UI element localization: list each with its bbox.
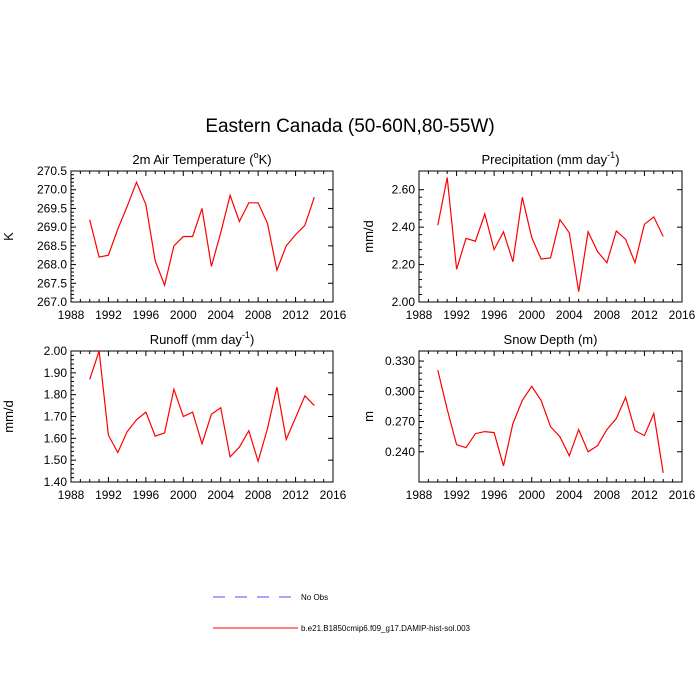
y-tick-label: 269.0 (37, 220, 67, 234)
x-tick-label: 2016 (669, 308, 696, 322)
y-tick-label: 2.40 (392, 220, 416, 234)
y-tick-label: 270.0 (37, 183, 67, 197)
x-tick-label: 1992 (95, 488, 122, 502)
panel-title: 2m Air Temperature (oK) (132, 150, 271, 167)
y-tick-label: 1.60 (44, 431, 68, 445)
x-tick-label: 2016 (320, 308, 347, 322)
y-tick-label: 269.5 (37, 201, 67, 215)
y-axis-label: mm/d (361, 220, 376, 253)
x-tick-label: 1996 (481, 308, 508, 322)
x-tick-label: 2004 (207, 308, 234, 322)
series-line (437, 369, 664, 473)
y-tick-label: 267.0 (37, 295, 67, 309)
x-tick-label: 2012 (631, 488, 658, 502)
y-axis-label: K (1, 232, 16, 241)
legend-label-no-obs: No Obs (301, 593, 328, 602)
x-tick-label: 2016 (669, 488, 696, 502)
y-tick-label: 2.00 (392, 295, 416, 309)
x-tick-label: 1988 (406, 308, 433, 322)
y-tick-label: 2.00 (44, 344, 68, 358)
y-tick-label: 1.40 (44, 475, 68, 489)
y-tick-label: 268.0 (37, 258, 67, 272)
legend: No Obs b.e21.B1850cmip6.f09_g17.DAMIP-his… (213, 593, 471, 633)
x-tick-label: 1996 (133, 308, 160, 322)
x-tick-label: 1996 (481, 488, 508, 502)
series-line (437, 177, 664, 292)
y-tick-label: 0.270 (385, 415, 415, 429)
x-tick-label: 2016 (320, 488, 347, 502)
x-tick-label: 1992 (443, 488, 470, 502)
chart-panel-4: Snow Depth (m) 1988 1992 1996 2000 2004 2008 20… (361, 332, 696, 502)
x-tick-label: 2008 (245, 308, 272, 322)
x-tick-label: 2004 (556, 488, 583, 502)
x-tick-label: 1992 (443, 308, 470, 322)
legend-label-model: b.e21.B1850cmip6.f09_g17.DAMIP-hist-sol.… (301, 624, 471, 633)
y-tick-label: 0.300 (385, 384, 415, 398)
plot-frame (418, 170, 683, 303)
x-tick-label: 2012 (282, 308, 309, 322)
x-tick-label: 1988 (58, 488, 85, 502)
x-tick-label: 2008 (594, 488, 621, 502)
x-tick-label: 1996 (133, 488, 160, 502)
x-tick-label: 1992 (95, 308, 122, 322)
panel-title: Runoff (mm day-1) (150, 330, 255, 347)
chart-panel-2: Precipitation (mm day-1) 1988 1992 1996 2000… (361, 150, 696, 322)
x-tick-label: 1988 (406, 488, 433, 502)
series-line (89, 180, 315, 288)
y-tick-label: 1.90 (44, 366, 68, 380)
y-tick-label: 0.330 (385, 354, 415, 368)
panel-title: Snow Depth (m) (504, 332, 598, 347)
y-tick-label: 268.5 (37, 239, 67, 253)
y-tick-label: 2.60 (392, 183, 416, 197)
y-tick-label: 1.50 (44, 453, 68, 467)
series-line (89, 350, 315, 464)
chart-panel-1: 2m Air Temperature (oK) 1988 1992 1996 2000 2… (1, 150, 347, 322)
x-tick-label: 2000 (170, 308, 197, 322)
y-tick-label: 267.5 (37, 276, 67, 290)
x-tick-label: 2004 (556, 308, 583, 322)
y-tick-label: 270.5 (37, 164, 67, 178)
chart-title: Eastern Canada (50-60N,80-55W) (205, 116, 495, 137)
x-tick-label: 1988 (58, 308, 85, 322)
y-tick-label: 2.20 (392, 258, 416, 272)
x-tick-label: 2012 (631, 308, 658, 322)
chart-panel-3: Runoff (mm day-1) 1988 1992 1996 2000 2004 200… (1, 330, 347, 502)
x-tick-label: 2008 (245, 488, 272, 502)
y-tick-label: 1.70 (44, 410, 68, 424)
x-tick-label: 2000 (518, 308, 545, 322)
x-tick-label: 2004 (207, 488, 234, 502)
plot-frame (418, 350, 683, 483)
y-axis-label: mm/d (1, 400, 16, 433)
x-tick-label: 2012 (282, 488, 309, 502)
y-tick-label: 1.80 (44, 388, 68, 402)
x-tick-label: 2000 (518, 488, 545, 502)
y-axis-label: m (361, 411, 376, 422)
plot-frame (70, 350, 334, 483)
y-tick-label: 0.240 (385, 445, 415, 459)
x-tick-label: 2008 (594, 308, 621, 322)
x-tick-label: 2000 (170, 488, 197, 502)
panel-title: Precipitation (mm day-1) (481, 150, 619, 167)
